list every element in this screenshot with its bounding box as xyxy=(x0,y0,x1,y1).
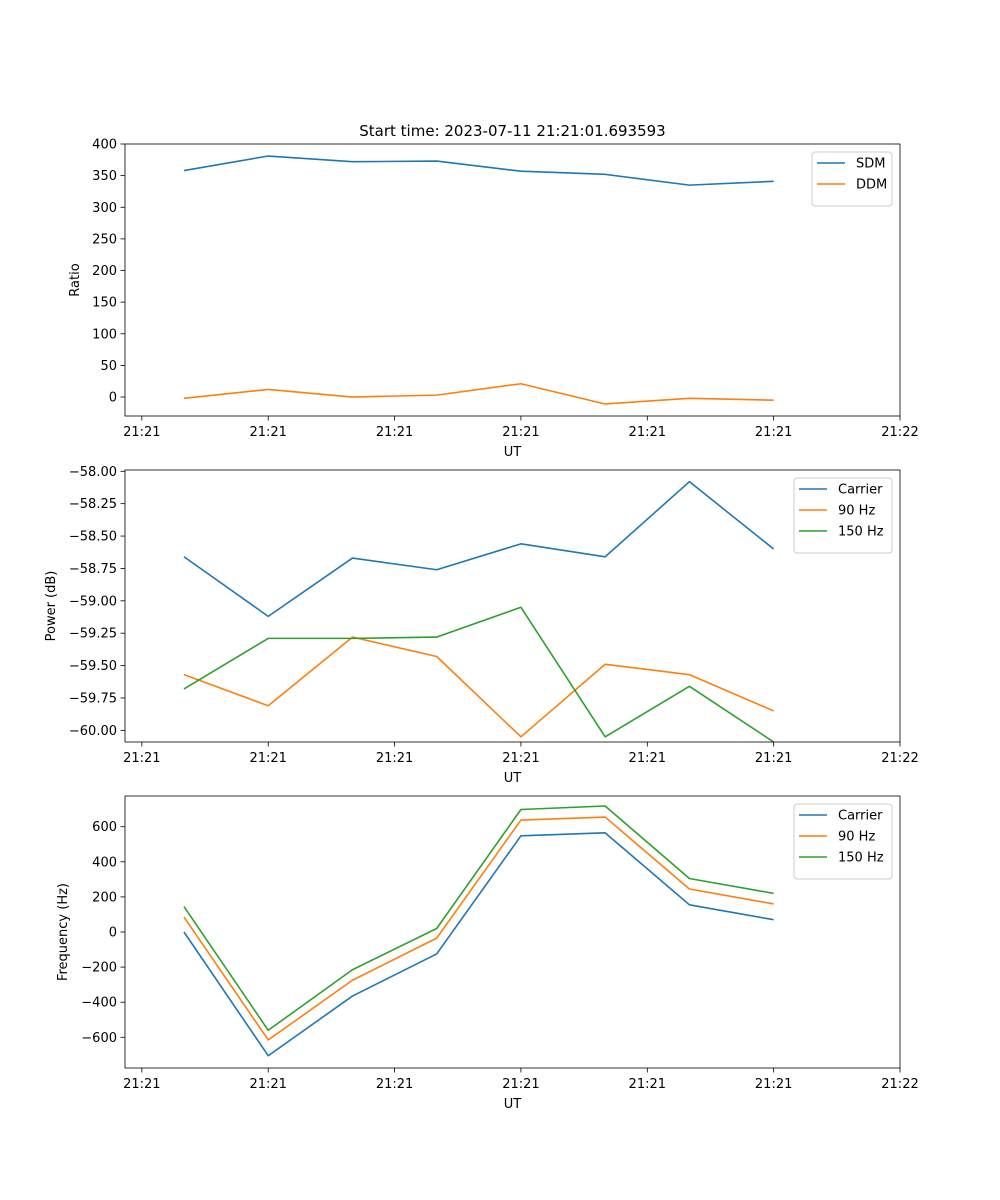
x-tick-label: 21:21 xyxy=(502,425,539,440)
legend-label: 90 Hz xyxy=(838,504,875,519)
y-tick-label: 150 xyxy=(92,296,117,311)
y-tick-label: 0 xyxy=(109,926,117,941)
x-tick-label: 21:22 xyxy=(881,425,918,440)
chart-panel-1: 21:21 21:21 21:21 21:21 21:21 21:21 21:22 0 50 10… xyxy=(68,138,919,461)
series-line-sdm xyxy=(183,155,774,186)
y-tick-label: 100 xyxy=(92,327,117,342)
y-tick-label: −58.00 xyxy=(69,465,117,480)
y-tick-label: −58.50 xyxy=(69,530,117,545)
series-line-150-hz xyxy=(183,606,775,742)
x-axis-label: UT xyxy=(504,771,522,786)
y-tick-label: 250 xyxy=(92,232,117,247)
x-tick-label: 21:21 xyxy=(755,425,792,440)
y-tick-label: −60.00 xyxy=(69,724,117,739)
series-line-150-hz xyxy=(183,805,774,1032)
x-axis-label: UT xyxy=(504,445,522,460)
x-tick-label: 21:21 xyxy=(376,425,413,440)
y-tick-label: −58.25 xyxy=(69,497,117,512)
x-axis-label: UT xyxy=(504,1097,522,1112)
x-tick-label: 21:21 xyxy=(249,425,286,440)
y-tick-label: −59.50 xyxy=(69,659,117,674)
y-tick-label: 300 xyxy=(92,201,117,216)
legend-label: SDM xyxy=(856,157,885,172)
legend-label: 150 Hz xyxy=(838,851,884,866)
x-tick-label: 21:21 xyxy=(123,751,160,766)
legend-box xyxy=(811,151,893,207)
axes-frame xyxy=(124,469,901,743)
y-tick-label: −59.25 xyxy=(69,627,117,642)
x-tick-label: 21:21 xyxy=(629,1077,666,1092)
x-tick-label: 21:21 xyxy=(629,425,666,440)
legend-label: Carrier xyxy=(838,809,883,824)
y-tick-label: 200 xyxy=(92,890,117,905)
y-tick-label: −59.75 xyxy=(69,691,117,706)
axes-frame xyxy=(124,795,901,1069)
series-line-90-hz xyxy=(183,816,774,1041)
series-line-carrier xyxy=(183,480,775,618)
y-tick-label: 400 xyxy=(92,855,117,870)
y-tick-label: −400 xyxy=(81,996,117,1011)
x-tick-label: 21:21 xyxy=(755,751,792,766)
legend-label: Carrier xyxy=(838,483,883,498)
x-tick-label: 21:21 xyxy=(376,1077,413,1092)
x-tick-label: 21:21 xyxy=(629,751,666,766)
legend-label: 150 Hz xyxy=(838,525,884,540)
y-tick-label: −58.75 xyxy=(69,562,117,577)
y-tick-label: 50 xyxy=(100,359,117,374)
y-tick-label: 600 xyxy=(92,820,117,835)
x-tick-label: 21:21 xyxy=(755,1077,792,1092)
axes-frame xyxy=(124,143,901,417)
chart-panel-3: 21:21 21:21 21:21 21:21 21:21 21:21 21:22 −600 −… xyxy=(56,795,919,1112)
x-tick-label: 21:21 xyxy=(502,751,539,766)
y-tick-label: 200 xyxy=(92,264,117,279)
y-axis-label: Power (dB) xyxy=(44,571,59,642)
x-tick-label: 21:21 xyxy=(249,751,286,766)
x-tick-label: 21:22 xyxy=(881,751,918,766)
y-tick-label: −600 xyxy=(81,1031,117,1046)
x-tick-label: 21:21 xyxy=(123,425,160,440)
legend-box xyxy=(793,803,893,880)
x-tick-label: 21:21 xyxy=(376,751,413,766)
panels: 21:21 21:21 21:21 21:21 21:21 21:21 21:22 0 50 10… xyxy=(44,138,919,1113)
y-tick-label: 400 xyxy=(92,138,117,153)
legend-label: DDM xyxy=(856,178,887,193)
chart-panel-2: 21:21 21:21 21:21 21:21 21:21 21:21 21:22 −60.0… xyxy=(44,465,919,786)
series-line-carrier xyxy=(183,832,774,1057)
y-tick-label: 0 xyxy=(109,391,117,406)
y-tick-label: 350 xyxy=(92,169,117,184)
x-tick-label: 21:21 xyxy=(502,1077,539,1092)
legend-box xyxy=(793,477,893,554)
x-tick-label: 21:22 xyxy=(881,1077,918,1092)
y-axis-label: Frequency (Hz) xyxy=(56,883,71,981)
x-tick-label: 21:21 xyxy=(123,1077,160,1092)
legend-label: 90 Hz xyxy=(838,830,875,845)
series-line-ddm xyxy=(183,382,774,405)
figure-title: Start time: 2023-07-11 21:21:01.693593 xyxy=(359,122,665,140)
y-tick-label: −200 xyxy=(81,961,117,976)
series-line-90-hz xyxy=(183,636,774,738)
y-tick-label: −59.00 xyxy=(69,594,117,609)
y-axis-label: Ratio xyxy=(68,263,83,296)
x-tick-label: 21:21 xyxy=(249,1077,286,1092)
